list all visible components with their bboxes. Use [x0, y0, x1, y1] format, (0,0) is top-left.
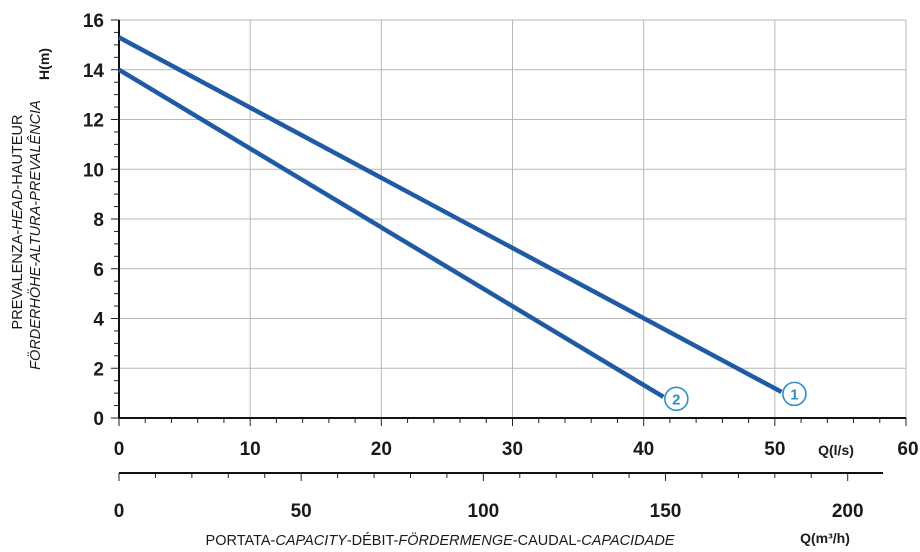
- x-unit-m3h-label: Q(m³/h): [800, 530, 850, 546]
- y-tick-labels: 0 2 4 6 8 10 12 14 16: [83, 11, 105, 430]
- y-tick-label: 14: [83, 61, 105, 82]
- x-tick-labels: 0 10 20 30 40 50 60: [114, 439, 919, 460]
- y-tick-label: 0: [93, 409, 104, 430]
- series-marker-circle-1: [782, 381, 807, 407]
- minor-ticks: [111, 19, 907, 426]
- curve-markers: 12: [664, 381, 807, 412]
- x2-tick-label: 100: [468, 501, 500, 522]
- series-marker-label-1: 1: [790, 386, 798, 403]
- x-tick-label: 60: [897, 439, 918, 460]
- y-axis-title-line2: FÖRDERHÖHE-ALTURA-PREVALÊNCIA: [26, 100, 44, 370]
- x2-tick-label: 50: [291, 501, 312, 522]
- series-line-1: [117, 35, 783, 394]
- y-title-part-3: -HAUTEUR: [10, 115, 26, 190]
- x-title-part-2: CAPACITY: [275, 533, 348, 549]
- series-line-2: [117, 67, 665, 399]
- y-tick-label: 2: [93, 359, 104, 380]
- x-tick-label: 30: [502, 439, 523, 460]
- x-unit-ls-label: Q(l/s): [818, 442, 854, 458]
- x2-tick-label: 0: [114, 501, 125, 522]
- y-tick-label: 4: [93, 310, 104, 331]
- y-unit-label: H(m): [36, 48, 52, 80]
- x-tick-label: 50: [764, 439, 785, 460]
- y-tick-label: 10: [83, 160, 104, 181]
- series-marker-circle-2: [664, 386, 689, 412]
- x-tick-label: 0: [114, 439, 125, 460]
- x-axis-title: PORTATA-CAPACITY-DÉBIT-FÖRDERMENGE-CAUDA…: [206, 531, 675, 549]
- x-tick-label: 40: [633, 439, 654, 460]
- x-title-part-6: CAPACIDADE: [581, 533, 675, 549]
- x2-tick-label: 200: [832, 501, 864, 522]
- x-tick-label: 20: [371, 439, 392, 460]
- y-tick-label: 12: [83, 111, 104, 132]
- y-tick-label: 8: [93, 210, 104, 231]
- x-title-part-3: -DÉBIT-: [347, 532, 399, 549]
- series-marker-label-2: 2: [672, 391, 680, 408]
- x2-axis: 0 50 100 150 200: [114, 472, 883, 522]
- y-title-part-2: HEAD: [10, 189, 26, 229]
- x-title-part-4: FÖRDERMENGE: [398, 531, 513, 549]
- plot-frame: [118, 20, 906, 419]
- grid: [119, 19, 907, 418]
- x-title-part-5: -CAUDAL-: [513, 533, 582, 549]
- series-group: [117, 35, 783, 399]
- x-tick-label: 10: [240, 439, 261, 460]
- y-axis-title-line1: PREVALENZA-HEAD-HAUTEUR: [10, 115, 26, 330]
- y-tick-label: 16: [83, 11, 104, 32]
- y-title-part-1: PREVALENZA-: [10, 230, 26, 330]
- y-tick-label: 6: [93, 260, 104, 281]
- x-title-part-1: PORTATA-: [206, 533, 276, 549]
- x2-tick-label: 150: [650, 501, 682, 522]
